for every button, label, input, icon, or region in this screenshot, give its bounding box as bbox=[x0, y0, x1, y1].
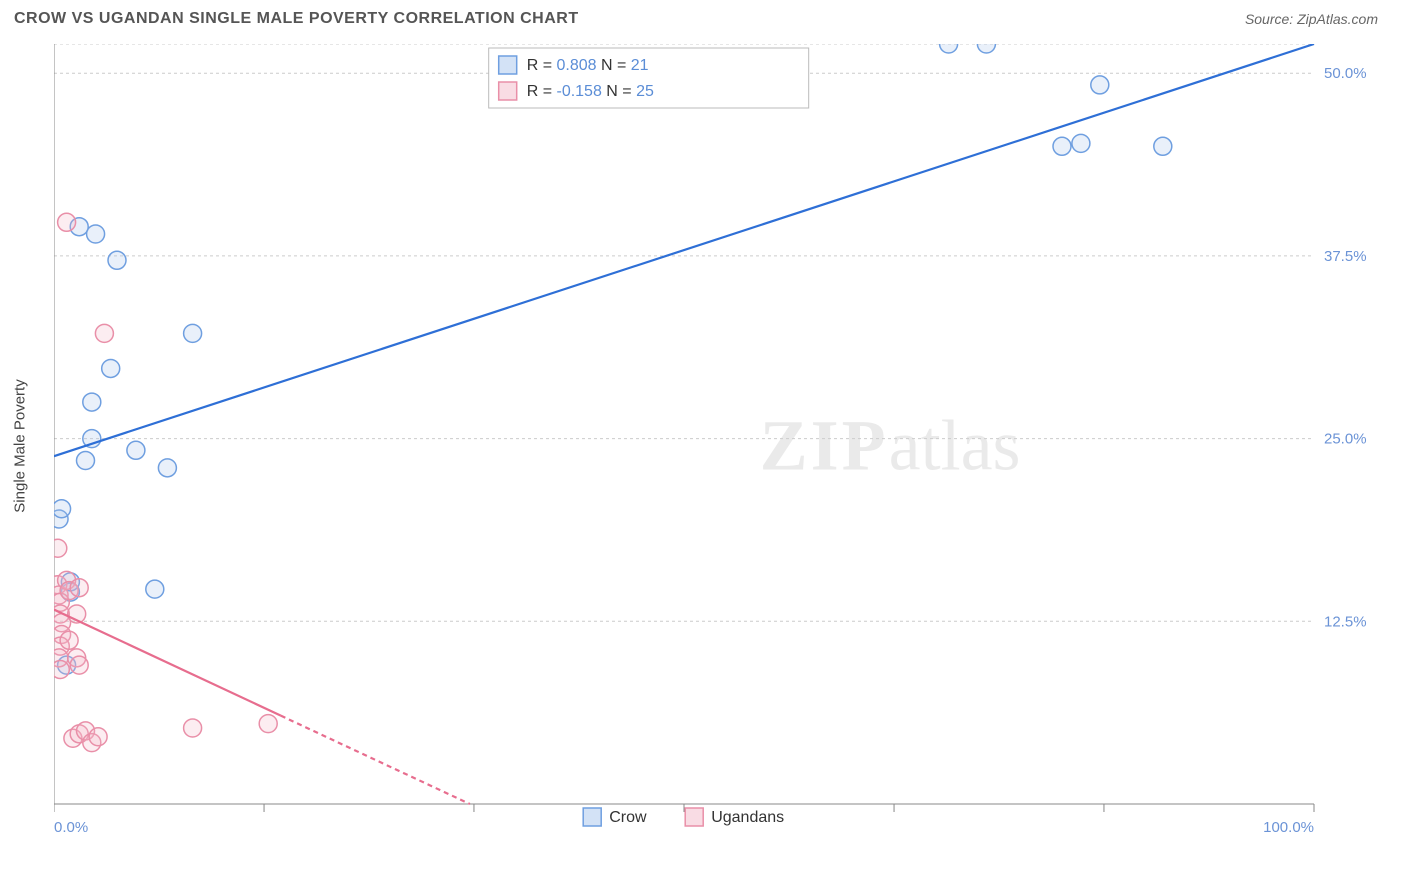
data-point bbox=[60, 631, 78, 649]
x-tick-label: 100.0% bbox=[1263, 819, 1314, 836]
data-point bbox=[58, 213, 76, 231]
regression-line-dashed bbox=[281, 716, 470, 804]
legend-swatch bbox=[499, 56, 517, 74]
y-tick-label: 25.0% bbox=[1324, 431, 1367, 448]
legend-entry: R = -0.158 N = 25 bbox=[527, 83, 654, 100]
data-point bbox=[102, 359, 120, 377]
legend-swatch bbox=[583, 808, 601, 826]
data-point bbox=[54, 539, 67, 557]
data-point bbox=[108, 251, 126, 269]
data-point bbox=[1091, 76, 1109, 94]
data-point bbox=[940, 44, 958, 53]
data-point bbox=[95, 324, 113, 342]
y-tick-label: 12.5% bbox=[1324, 613, 1367, 630]
chart-title: CROW VS UGANDAN SINGLE MALE POVERTY CORR… bbox=[14, 10, 579, 28]
x-tick-label: 0.0% bbox=[54, 819, 88, 836]
legend-entry: R = 0.808 N = 21 bbox=[527, 57, 649, 74]
legend-label: Crow bbox=[609, 809, 647, 826]
legend-swatch bbox=[685, 808, 703, 826]
data-point bbox=[1072, 134, 1090, 152]
legend-swatch bbox=[499, 82, 517, 100]
y-tick-label: 37.5% bbox=[1324, 248, 1367, 265]
data-point bbox=[1154, 137, 1172, 155]
y-tick-label: 50.0% bbox=[1324, 65, 1367, 82]
scatter-chart-svg: ZIPatlas 12.5% 25.0% 37.5% 50.0% 0.0% 100.0% R … bbox=[54, 44, 1374, 844]
watermark-text: ZIPatlas bbox=[760, 406, 1021, 486]
chart-area: ZIPatlas 12.5% 25.0% 37.5% 50.0% 0.0% 100.0% R … bbox=[54, 44, 1374, 844]
data-point bbox=[83, 393, 101, 411]
data-point bbox=[146, 580, 164, 598]
data-point bbox=[184, 719, 202, 737]
data-point bbox=[1053, 137, 1071, 155]
data-point bbox=[54, 661, 69, 679]
data-point bbox=[184, 324, 202, 342]
data-point bbox=[87, 225, 105, 243]
legend-label: Ugandans bbox=[711, 809, 784, 826]
data-point bbox=[70, 579, 88, 597]
data-point bbox=[77, 452, 95, 470]
data-point bbox=[70, 656, 88, 674]
data-point bbox=[54, 500, 71, 518]
data-point bbox=[158, 459, 176, 477]
y-axis-label: Single Male Poverty bbox=[12, 379, 29, 512]
data-point bbox=[89, 728, 107, 746]
data-point bbox=[127, 441, 145, 459]
data-point bbox=[259, 715, 277, 733]
data-point bbox=[977, 44, 995, 53]
source-attribution: Source: ZipAtlas.com bbox=[1245, 11, 1378, 27]
